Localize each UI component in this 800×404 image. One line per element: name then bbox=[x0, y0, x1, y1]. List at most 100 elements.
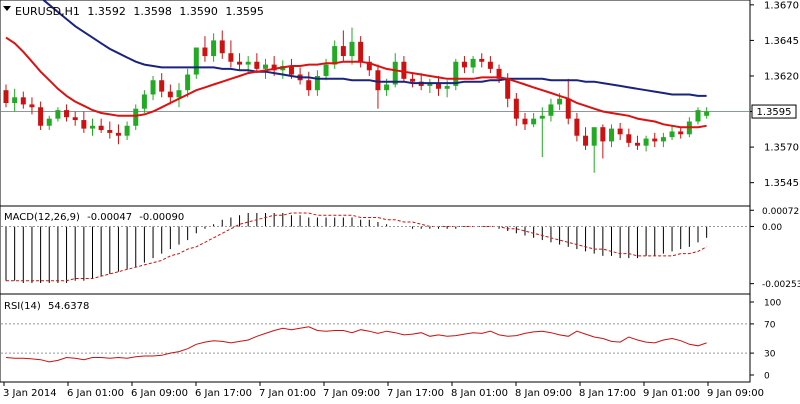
time-tick-label: 8 Jan 09:00 bbox=[515, 388, 572, 399]
rsi-tick-label: 100 bbox=[764, 299, 781, 309]
candle-body bbox=[167, 91, 173, 98]
candles bbox=[3, 27, 710, 173]
candle-body bbox=[539, 115, 545, 119]
candle-body bbox=[401, 61, 407, 79]
time-tick-label: 3 Jan 2014 bbox=[3, 388, 57, 399]
candle-body bbox=[366, 61, 372, 71]
candle-body bbox=[410, 78, 416, 82]
macd-axis: 0.00072 0.00 -0.00253 bbox=[750, 207, 800, 290]
candle-body bbox=[531, 118, 537, 125]
time-tick-label: 7 Jan 17:00 bbox=[387, 388, 444, 399]
macd-value: -0.00047 bbox=[87, 212, 132, 223]
rsi-axis: 100 70 30 0 bbox=[750, 299, 781, 382]
candle-body bbox=[254, 61, 260, 69]
price-panel bbox=[0, 0, 751, 207]
candle-body bbox=[487, 61, 493, 69]
candle-body bbox=[3, 90, 9, 103]
candle-body bbox=[461, 61, 467, 68]
candle-body bbox=[444, 85, 450, 89]
price-tick-label: 1.3670 bbox=[764, 0, 799, 11]
candle-body bbox=[557, 98, 563, 105]
time-tick-label: 6 Jan 01:00 bbox=[67, 388, 124, 399]
candle-body bbox=[678, 131, 684, 135]
macd-name: MACD(12,26,9) bbox=[4, 212, 80, 223]
candle-body bbox=[349, 41, 355, 57]
macd-signal-line bbox=[6, 212, 707, 282]
macd-tick-label: -0.00253 bbox=[762, 280, 800, 290]
candle-body bbox=[652, 138, 658, 142]
candle-body bbox=[141, 94, 147, 109]
candle-body bbox=[600, 127, 606, 142]
candle-body bbox=[323, 64, 329, 76]
macd-tick-label: 0.00072 bbox=[762, 207, 799, 217]
time-tick-label: 6 Jan 17:00 bbox=[195, 388, 252, 399]
ma-slow-line bbox=[41, 0, 707, 97]
time-tick-label: 7 Jan 01:00 bbox=[259, 388, 316, 399]
ohlc-open: 1.3592 bbox=[87, 5, 126, 18]
price-axis: 1.3670 1.3645 1.3620 1.3570 1.3545 bbox=[750, 0, 799, 189]
time-tick-label: 9 Jan 01:00 bbox=[643, 388, 700, 399]
rsi-tick-label: 30 bbox=[764, 350, 776, 360]
time-tick-label: 8 Jan 01:00 bbox=[451, 388, 508, 399]
candle-body bbox=[150, 80, 156, 95]
candle-body bbox=[340, 46, 346, 57]
ohlc-low: 1.3590 bbox=[179, 5, 218, 18]
time-tick-label: 7 Jan 09:00 bbox=[323, 388, 380, 399]
candle-body bbox=[609, 128, 614, 142]
candle-body bbox=[115, 132, 121, 136]
candle-body bbox=[20, 97, 26, 105]
macd-tick-label: 0.00 bbox=[762, 223, 782, 233]
time-tick-label: 6 Jan 09:00 bbox=[131, 388, 188, 399]
candle-body bbox=[660, 137, 666, 142]
candle-body bbox=[522, 118, 528, 125]
candle-body bbox=[306, 80, 312, 91]
candle-body bbox=[219, 40, 225, 54]
candle-body bbox=[263, 64, 268, 69]
time-tick-label: 8 Jan 17:00 bbox=[579, 388, 636, 399]
rsi-panel bbox=[0, 293, 751, 383]
candle-body bbox=[643, 138, 649, 146]
candle-body bbox=[271, 64, 277, 71]
time-axis: 3 Jan 2014 6 Jan 01:00 6 Jan 09:00 6 Jan 17… bbox=[3, 382, 764, 399]
candle-body bbox=[90, 125, 95, 129]
candle-body bbox=[211, 40, 217, 57]
candle-body bbox=[185, 74, 191, 91]
candle-body bbox=[288, 66, 294, 75]
candle-body bbox=[591, 127, 597, 146]
candle-body bbox=[427, 83, 433, 86]
candle-body bbox=[245, 61, 251, 65]
candle-body bbox=[505, 78, 511, 99]
candle-body bbox=[548, 104, 554, 116]
candle-body bbox=[375, 70, 381, 91]
price-tick-label: 1.3645 bbox=[764, 36, 799, 47]
candle-body bbox=[574, 118, 580, 136]
candle-body bbox=[583, 135, 589, 146]
price-tick-label: 1.3620 bbox=[764, 71, 799, 82]
candle-body bbox=[38, 107, 44, 126]
candle-body bbox=[81, 120, 87, 129]
candle-body bbox=[565, 98, 571, 119]
candle-body bbox=[46, 118, 52, 126]
candle-body bbox=[669, 131, 675, 138]
ma-fast-line bbox=[5, 36, 707, 129]
chart-menu-triangle-icon[interactable] bbox=[3, 6, 11, 11]
candle-body bbox=[626, 134, 632, 143]
candle-body bbox=[202, 47, 208, 57]
candle-body bbox=[72, 117, 78, 121]
candle-body bbox=[133, 108, 139, 126]
ohlc-close: 1.3595 bbox=[225, 5, 264, 18]
candle-body bbox=[55, 110, 61, 119]
macd-panel bbox=[0, 205, 751, 295]
candle-body bbox=[695, 110, 701, 122]
ohlc-high: 1.3598 bbox=[133, 5, 172, 18]
rsi-tick-label: 0 bbox=[764, 372, 770, 382]
time-tick-label: 9 Jan 09:00 bbox=[707, 388, 764, 399]
symbol-title: EURUSD,H1 bbox=[15, 5, 80, 18]
macd-title: MACD(12,26,9) -0.00047 -0.00090 bbox=[4, 212, 184, 223]
current-price-label: 1.3595 bbox=[757, 107, 792, 118]
candle-body bbox=[332, 46, 338, 65]
candle-body bbox=[124, 125, 130, 136]
candle-body bbox=[107, 130, 113, 133]
candle-body bbox=[704, 111, 710, 116]
